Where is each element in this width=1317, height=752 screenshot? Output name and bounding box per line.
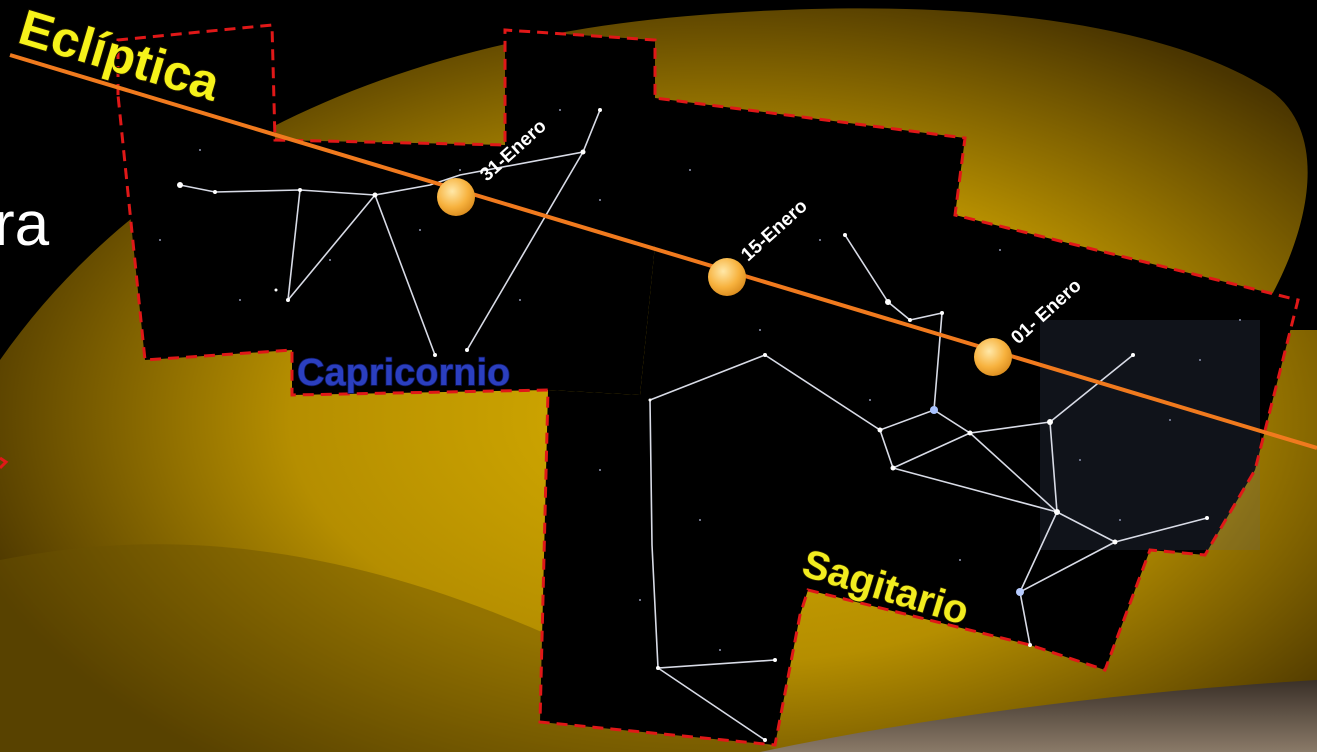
sun-marker [974, 338, 1012, 376]
boundary-fragment-left [0, 456, 9, 470]
capricornio-region [118, 25, 655, 395]
sun-marker-31-enero [437, 178, 475, 216]
capricornio-figure [179, 109, 601, 356]
ground-strip [760, 680, 1317, 752]
capricornio-label: Capricornio [297, 352, 510, 394]
sun-marker [437, 178, 475, 216]
sun-marker [708, 258, 746, 296]
nebula-glow [1040, 320, 1260, 550]
constellation-boundaries [116, 23, 1300, 747]
sun-marker-15-enero [708, 258, 746, 296]
capricornio-stars [177, 108, 602, 357]
ecliptic-line [9, 53, 1317, 450]
edge-text-fragment: ra [0, 190, 50, 259]
background-stars [159, 109, 1241, 651]
sagitario-stars [648, 233, 1209, 742]
sun-marker-01-enero [974, 338, 1012, 376]
